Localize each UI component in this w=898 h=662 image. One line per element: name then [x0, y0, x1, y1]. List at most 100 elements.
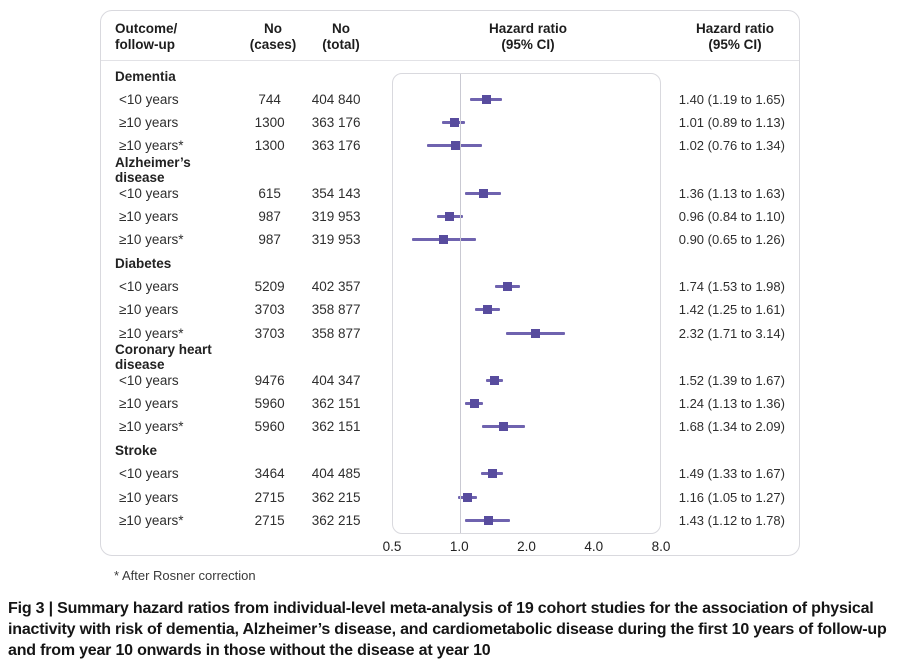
row-label: ≥10 years — [119, 115, 179, 131]
hr-ci-text: 1.49 (1.33 to 1.67) — [678, 466, 785, 482]
total-value: 362 215 — [311, 512, 361, 528]
header-no-cases: No (cases) — [249, 21, 297, 52]
total-value: 362 151 — [311, 395, 361, 411]
plot-cell — [371, 134, 666, 157]
table-row: ≥10 years 3703 358 877 1.42 (1.25 to 1.61) — [115, 298, 785, 321]
table-row: <10 years 3464 404 485 1.49 (1.33 to 1.67) — [115, 462, 785, 485]
total-value: 404 485 — [311, 466, 361, 482]
row-label: ≥10 years — [119, 208, 179, 224]
total-value: 404 347 — [311, 372, 361, 388]
hr-ci-text: 2.32 (1.71 to 3.14) — [678, 325, 785, 341]
plot-cell — [371, 111, 666, 134]
point-marker — [463, 492, 473, 502]
cases-value: 5209 — [254, 279, 285, 295]
point-marker — [478, 188, 488, 198]
hr-ci-text: 0.96 (0.84 to 1.10) — [678, 208, 785, 224]
point-marker — [469, 398, 479, 408]
group-header-row: Coronary heart disease — [115, 341, 785, 372]
point-marker — [481, 95, 491, 105]
table-row: ≥10 years* 1300 363 176 1.02 (0.76 to 1.34) — [115, 134, 785, 157]
cases-value: 744 — [258, 92, 281, 108]
table-row: <10 years 9476 404 347 1.52 (1.39 to 1.67) — [115, 369, 785, 392]
hr-ci-text: 1.68 (1.34 to 2.09) — [678, 419, 785, 435]
hr-ci-text: 1.43 (1.12 to 1.78) — [678, 512, 785, 528]
plot-cell — [371, 509, 666, 532]
row-label: ≥10 years* — [119, 512, 184, 528]
x-tick-label: 4.0 — [584, 539, 604, 554]
hr-ci-text: 1.52 (1.39 to 1.67) — [678, 372, 785, 388]
group-label: Stroke — [115, 442, 158, 458]
group-label: Coronary heart disease — [115, 341, 212, 372]
figure-caption: Fig 3 | Summary hazard ratios from indiv… — [8, 600, 887, 659]
row-label: ≥10 years — [119, 302, 179, 318]
total-value: 362 151 — [311, 419, 361, 435]
hr-ci-text: 1.74 (1.53 to 1.98) — [678, 279, 785, 295]
plot-cell — [371, 462, 666, 485]
group-header-row: Diabetes — [115, 251, 785, 275]
total-value: 319 953 — [311, 208, 361, 224]
cases-value: 987 — [258, 208, 281, 224]
plot-cell — [371, 275, 666, 298]
table-row: <10 years 615 354 143 1.36 (1.13 to 1.63) — [115, 182, 785, 205]
cases-value: 3703 — [254, 302, 285, 318]
table-row: <10 years 5209 402 357 1.74 (1.53 to 1.98) — [115, 275, 785, 298]
table-row: ≥10 years 2715 362 215 1.16 (1.05 to 1.27) — [115, 485, 785, 508]
plot-cell — [371, 298, 666, 321]
total-value: 362 215 — [311, 489, 361, 505]
plot-cell — [371, 182, 666, 205]
cases-value: 2715 — [254, 489, 285, 505]
total-value: 358 877 — [311, 325, 361, 341]
point-marker — [438, 235, 448, 245]
hr-ci-text: 1.40 (1.19 to 1.65) — [678, 92, 785, 108]
total-value: 402 357 — [311, 279, 361, 295]
x-tick-label: 2.0 — [517, 539, 536, 554]
x-tick-label: 1.0 — [449, 539, 469, 554]
group-label: Diabetes — [115, 255, 172, 271]
total-value: 358 877 — [311, 302, 361, 318]
total-value: 319 953 — [311, 232, 361, 248]
table-row: ≥10 years 5960 362 151 1.24 (1.13 to 1.36) — [115, 392, 785, 415]
row-label: <10 years — [119, 372, 179, 388]
plot-cell — [371, 228, 666, 251]
group-label: Dementia — [115, 68, 176, 84]
cases-value: 2715 — [254, 512, 285, 528]
x-tick-label: 0.5 — [382, 539, 402, 554]
forest-plot-panel: Outcome/follow-up No (cases) No (total) Ha… — [100, 10, 800, 556]
hr-ci-text: 1.36 (1.13 to 1.63) — [678, 185, 785, 201]
total-value: 354 143 — [311, 185, 361, 201]
table-header: Outcome/follow-up No (cases) No (total) Ha… — [101, 11, 799, 61]
point-marker — [445, 211, 455, 221]
total-value: 404 840 — [311, 92, 361, 108]
row-label: ≥10 years* — [119, 232, 184, 248]
table-row: <10 years 744 404 840 1.40 (1.19 to 1.65) — [115, 88, 785, 111]
cases-value: 3464 — [254, 466, 285, 482]
row-label: ≥10 years* — [119, 419, 184, 435]
plot-cell — [371, 369, 666, 392]
group-header-row: Alzheimer’s disease — [115, 154, 785, 185]
table-row: ≥10 years 1300 363 176 1.01 (0.89 to 1.13) — [115, 111, 785, 134]
hr-ci-text: 1.16 (1.05 to 1.27) — [678, 489, 785, 505]
header-no-total: No (total) — [322, 21, 360, 52]
row-label: ≥10 years* — [119, 325, 184, 341]
cases-value: 9476 — [254, 372, 285, 388]
plot-cell — [371, 415, 666, 438]
row-label: ≥10 years — [119, 489, 179, 505]
group-header-row: Stroke — [115, 438, 785, 462]
table-row: ≥10 years* 5960 362 151 1.68 (1.34 to 2.09) — [115, 415, 785, 438]
point-marker — [483, 305, 493, 315]
point-marker — [489, 375, 499, 385]
cases-value: 5960 — [254, 395, 285, 411]
row-label: ≥10 years* — [119, 138, 184, 154]
table-row: ≥10 years* 987 319 953 0.90 (0.65 to 1.26) — [115, 228, 785, 251]
total-value: 363 176 — [311, 115, 361, 131]
cases-value: 3703 — [254, 325, 285, 341]
row-label: <10 years — [119, 279, 179, 295]
x-tick-label: 8.0 — [651, 539, 671, 554]
cases-value: 1300 — [254, 138, 285, 154]
cases-value: 615 — [258, 185, 281, 201]
group-label: Alzheimer’s disease — [115, 154, 191, 185]
point-marker — [451, 141, 460, 151]
footnote: * After Rosner correction — [114, 568, 256, 583]
hr-ci-text: 0.90 (0.65 to 1.26) — [678, 232, 785, 248]
